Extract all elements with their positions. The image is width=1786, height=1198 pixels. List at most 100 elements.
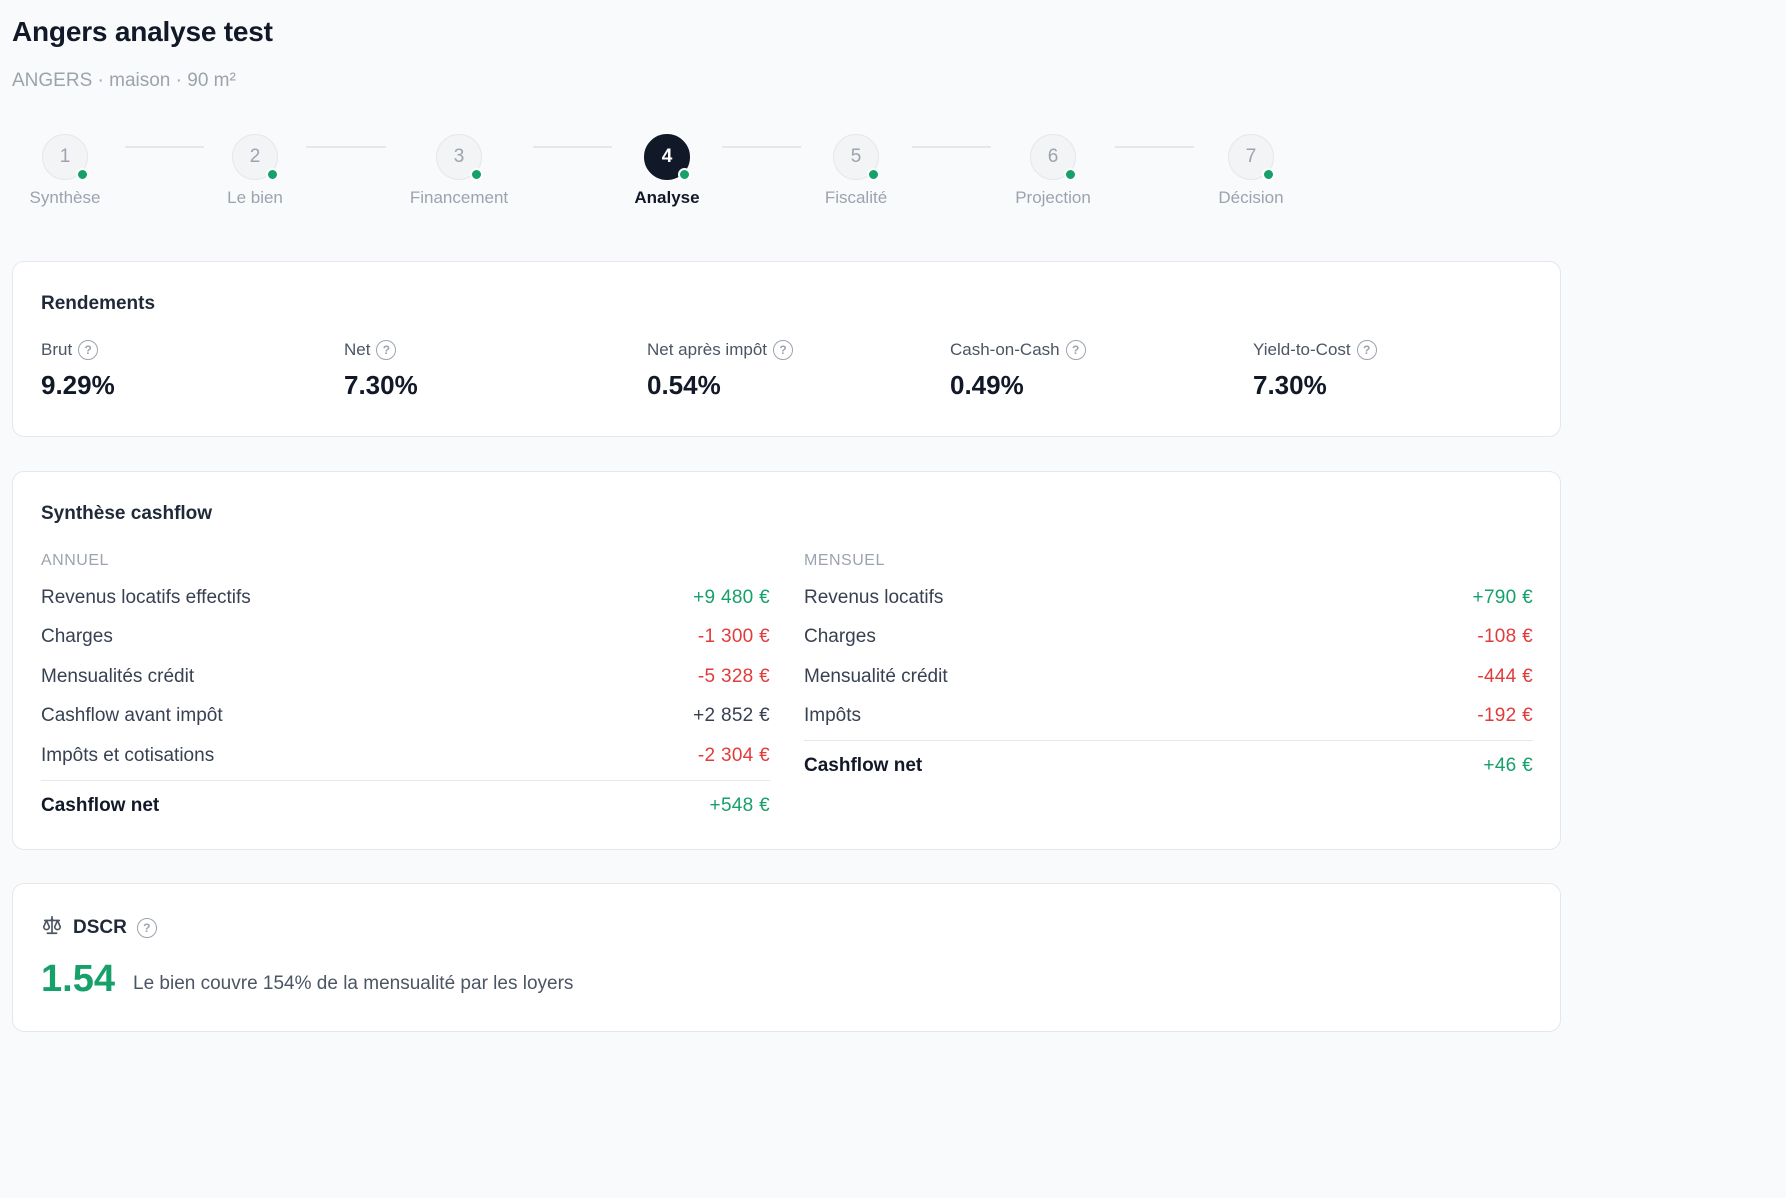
cashflow-row: Cashflow avant impôt +2 852 €: [41, 697, 770, 737]
help-icon[interactable]: ?: [773, 340, 793, 360]
step-complete-dot: [678, 168, 691, 181]
step-le-bien[interactable]: 2 Le bien: [175, 134, 335, 208]
step-complete-dot: [867, 168, 880, 181]
step-label: Synthèse: [29, 188, 101, 207]
help-icon[interactable]: ?: [78, 340, 99, 360]
stepper: 1 Synthèse 2 Le bien 3 Financement 4: [0, 134, 1568, 224]
metric-value: 9.29%: [41, 370, 115, 400]
cashflow-row: Mensualités crédit -5 328 €: [41, 657, 770, 697]
row-label: Cashflow avant impôt: [41, 705, 223, 727]
row-value: -1 300 €: [697, 626, 770, 648]
help-icon[interactable]: ?: [1065, 340, 1086, 360]
cashflow-total-row: Cashflow net +46 €: [804, 741, 1533, 791]
row-label: Mensualité crédit: [804, 665, 948, 687]
metric-label: Net: [344, 340, 371, 359]
step-projection[interactable]: 6 Projection: [973, 134, 1133, 208]
metric-value: 7.30%: [344, 370, 418, 400]
row-label: Charges: [41, 626, 113, 648]
dscr-description: Le bien couvre 154% de la mensualité par…: [133, 973, 574, 994]
metric-net-apres-impot: Net après impôt? 0.54%: [647, 340, 793, 401]
cashflow-row: Revenus locatifs +790 €: [804, 578, 1533, 618]
step-connector: [722, 146, 801, 148]
dscr-card: DSCR ? 1.54 Le bien couvre 154% de la me…: [12, 883, 1561, 1032]
row-value: +790 €: [1472, 586, 1533, 608]
total-value: +548 €: [709, 794, 770, 816]
step-label: Fiscalité: [824, 188, 888, 207]
cashflow-row: Revenus locatifs effectifs +9 480 €: [41, 578, 770, 618]
rendements-card: Rendements Brut? 9.29% Net? 7.30% Net ap…: [12, 261, 1561, 437]
step-connector: [912, 146, 991, 148]
step-number: 4: [644, 134, 691, 181]
cashflow-title: Synthèse cashflow: [41, 503, 213, 524]
dscr-title: DSCR: [73, 916, 127, 938]
metric-value: 0.54%: [647, 370, 721, 400]
page-subtitle: ANGERS · maison · 90 m²: [12, 70, 236, 91]
row-label: Mensualités crédit: [41, 665, 195, 687]
annuel-heading: ANNUEL: [41, 552, 109, 569]
step-complete-dot: [1064, 168, 1077, 181]
step-label: Décision: [1218, 188, 1284, 207]
help-icon[interactable]: ?: [136, 917, 157, 938]
row-value: -2 304 €: [697, 744, 770, 766]
metric-net: Net? 7.30%: [344, 340, 418, 401]
metric-label: Net après impôt: [647, 340, 767, 359]
row-value: -5 328 €: [697, 665, 770, 687]
cashflow-total-row: Cashflow net +548 €: [41, 781, 770, 831]
step-complete-dot: [76, 168, 89, 181]
row-label: Revenus locatifs effectifs: [41, 586, 251, 608]
step-analyse[interactable]: 4 Analyse: [587, 134, 747, 208]
metric-cash-on-cash: Cash-on-Cash? 0.49%: [950, 340, 1086, 401]
step-connector: [533, 146, 612, 148]
page: Angers analyse test ANGERS · maison · 90…: [0, 16, 1568, 1032]
step-complete-dot: [266, 168, 279, 181]
rendements-title: Rendements: [41, 293, 156, 314]
cashflow-annuel: ANNUEL Revenus locatifs effectifs +9 480…: [41, 552, 770, 831]
step-label: Analyse: [634, 188, 700, 207]
row-value: -108 €: [1477, 626, 1533, 648]
row-label: Impôts et cotisations: [41, 744, 215, 766]
row-value: +2 852 €: [693, 705, 770, 727]
row-value: -192 €: [1477, 705, 1533, 727]
total-value: +46 €: [1483, 755, 1533, 776]
metric-value: 7.30%: [1253, 370, 1327, 400]
cashflow-row: Impôts et cotisations -2 304 €: [41, 736, 770, 776]
metric-value: 0.49%: [950, 370, 1024, 400]
mensuel-heading: MENSUEL: [804, 552, 885, 569]
row-label: Impôts: [804, 705, 862, 727]
row-label: Revenus locatifs: [804, 586, 944, 608]
step-label: Projection: [1015, 188, 1091, 207]
cashflow-row: Charges -1 300 €: [41, 618, 770, 658]
step-decision[interactable]: 7 Décision: [1171, 134, 1331, 208]
step-number: 7: [1228, 134, 1275, 181]
step-connector: [125, 146, 204, 148]
total-divider: [804, 740, 1533, 741]
row-value: -444 €: [1477, 665, 1533, 687]
step-label: Financement: [409, 188, 509, 207]
step-fiscalite[interactable]: 5 Fiscalité: [776, 134, 936, 208]
help-icon[interactable]: ?: [1356, 340, 1377, 360]
step-number: 3: [436, 134, 483, 181]
step-number: 5: [833, 134, 880, 181]
metric-label: Yield-to-Cost: [1253, 340, 1351, 359]
metric-label: Brut: [41, 340, 73, 359]
cashflow-mensuel: MENSUEL Revenus locatifs +790 € Charges …: [804, 552, 1533, 791]
metric-brut: Brut? 9.29%: [41, 340, 115, 401]
metric-label: Cash-on-Cash: [950, 340, 1060, 359]
step-synthese[interactable]: 1 Synthèse: [0, 134, 145, 208]
step-number: 1: [42, 134, 89, 181]
row-value: +9 480 €: [693, 586, 770, 608]
total-label: Cashflow net: [41, 794, 160, 816]
cashflow-row: Impôts -192 €: [804, 697, 1533, 737]
step-number: 2: [232, 134, 279, 181]
dscr-value: 1.54: [41, 958, 115, 1000]
page-title: Angers analyse test: [12, 16, 273, 47]
help-icon[interactable]: ?: [376, 340, 397, 360]
step-financement[interactable]: 3 Financement: [379, 134, 539, 208]
cashflow-card: Synthèse cashflow ANNUEL Revenus locatif…: [12, 471, 1561, 850]
step-number: 6: [1030, 134, 1077, 181]
step-complete-dot: [470, 168, 483, 181]
total-label: Cashflow net: [804, 755, 923, 776]
scale-icon: [41, 914, 63, 941]
row-label: Charges: [804, 626, 876, 648]
cashflow-row: Mensualité crédit -444 €: [804, 657, 1533, 697]
